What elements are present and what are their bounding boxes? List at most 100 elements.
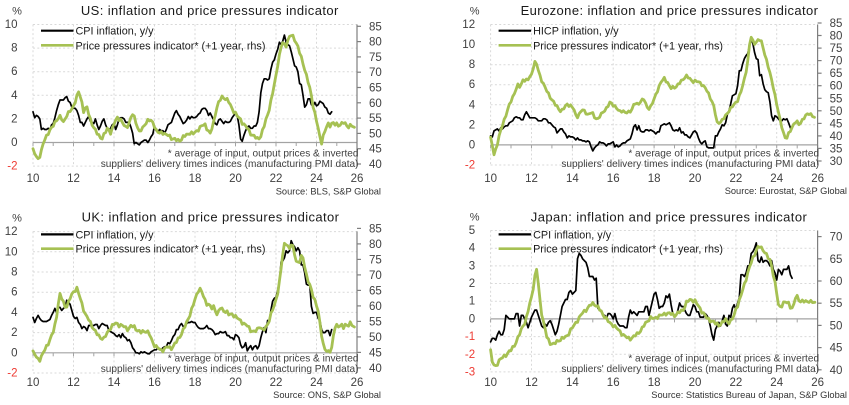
svg-text:1: 1 <box>469 296 475 308</box>
svg-text:suppliers' delivery times indi: suppliers' delivery times indices (manuf… <box>561 159 819 170</box>
svg-text:85: 85 <box>830 18 843 30</box>
svg-text:Price pressures indicator* (+1: Price pressures indicator* (+1 year, rhs… <box>76 40 266 52</box>
svg-text:3: 3 <box>469 260 475 272</box>
svg-text:24: 24 <box>310 173 323 185</box>
svg-text:14: 14 <box>566 377 579 389</box>
svg-text:suppliers' delivery times indi: suppliers' delivery times indices (manuf… <box>101 159 359 170</box>
svg-text:* average of input, output pri: * average of input, output prices & inve… <box>168 148 359 159</box>
svg-text:40: 40 <box>369 159 382 171</box>
svg-text:0: 0 <box>469 313 475 325</box>
svg-text:18: 18 <box>648 173 661 185</box>
svg-text:CPI inflation, y/y: CPI inflation, y/y <box>533 229 612 241</box>
svg-text:50: 50 <box>369 332 382 344</box>
svg-text:65: 65 <box>830 68 843 80</box>
svg-text:%: % <box>12 6 22 18</box>
svg-text:2: 2 <box>469 119 475 131</box>
svg-text:45: 45 <box>830 118 843 130</box>
svg-text:6: 6 <box>469 79 475 91</box>
svg-text:0: 0 <box>469 139 475 151</box>
svg-text:2: 2 <box>11 113 17 125</box>
svg-text:40: 40 <box>369 363 382 375</box>
svg-text:Price pressures indicator* (+1: Price pressures indicator* (+1 year, rhs… <box>533 40 723 52</box>
svg-text:10: 10 <box>27 173 40 185</box>
svg-text:55: 55 <box>369 113 382 125</box>
svg-text:* average of input, output pri: * average of input, output prices & inve… <box>628 353 819 364</box>
svg-text:50: 50 <box>369 128 382 140</box>
svg-text:22: 22 <box>270 377 283 389</box>
svg-text:8: 8 <box>469 59 475 71</box>
svg-text:%: % <box>12 212 22 224</box>
svg-text:12: 12 <box>462 19 475 31</box>
svg-text:-3: -3 <box>465 366 475 378</box>
svg-text:26: 26 <box>811 377 824 389</box>
svg-text:-1: -1 <box>465 331 475 343</box>
svg-text:18: 18 <box>189 173 202 185</box>
svg-text:75: 75 <box>830 43 843 55</box>
svg-text:0: 0 <box>11 347 17 359</box>
svg-text:45: 45 <box>369 144 382 156</box>
svg-text:5: 5 <box>469 225 475 237</box>
svg-text:26: 26 <box>351 377 364 389</box>
svg-text:-2: -2 <box>7 368 17 380</box>
svg-text:Source: Statistics Bureau of J: Source: Statistics Bureau of Japan, S&P … <box>651 390 847 400</box>
svg-text:Eurozone: inflation and price: Eurozone: inflation and price pressures … <box>521 3 819 18</box>
svg-text:20: 20 <box>689 173 702 185</box>
svg-text:65: 65 <box>369 285 382 297</box>
svg-text:75: 75 <box>369 52 382 64</box>
svg-text:6: 6 <box>11 66 17 78</box>
svg-text:40: 40 <box>830 365 843 377</box>
svg-text:8: 8 <box>11 267 17 279</box>
svg-text:US: inflation and price pressu: US: inflation and price pressures indica… <box>81 3 339 18</box>
svg-text:80: 80 <box>369 239 382 251</box>
svg-text:4: 4 <box>469 99 476 111</box>
svg-text:55: 55 <box>830 93 843 105</box>
svg-text:65: 65 <box>369 83 382 95</box>
svg-text:12: 12 <box>67 377 80 389</box>
svg-text:2: 2 <box>11 327 17 339</box>
svg-text:16: 16 <box>148 377 161 389</box>
svg-text:26: 26 <box>351 173 364 185</box>
svg-text:10: 10 <box>462 39 475 51</box>
svg-text:Price pressures indicator* (+1: Price pressures indicator* (+1 year, rhs… <box>76 244 266 256</box>
svg-text:40: 40 <box>830 131 843 143</box>
svg-text:55: 55 <box>830 298 843 310</box>
svg-text:60: 60 <box>369 301 382 313</box>
svg-text:Source: Eurostat, S&P Global: Source: Eurostat, S&P Global <box>725 186 847 196</box>
svg-text:10: 10 <box>5 246 18 258</box>
svg-text:85: 85 <box>369 223 382 235</box>
svg-text:-2: -2 <box>7 161 17 173</box>
svg-text:60: 60 <box>830 81 843 93</box>
svg-text:16: 16 <box>607 377 620 389</box>
svg-text:75: 75 <box>369 254 382 266</box>
svg-text:22: 22 <box>730 173 743 185</box>
svg-text:20: 20 <box>229 173 242 185</box>
svg-text:30: 30 <box>830 156 843 168</box>
svg-text:22: 22 <box>270 173 283 185</box>
svg-text:4: 4 <box>11 307 18 319</box>
svg-text:45: 45 <box>830 343 843 355</box>
svg-text:80: 80 <box>830 31 843 43</box>
svg-text:70: 70 <box>369 270 382 282</box>
svg-text:12: 12 <box>5 226 18 238</box>
svg-text:UK: inflation and price pressu: UK: inflation and price pressures indica… <box>82 210 340 225</box>
svg-text:HICP inflation, y/y: HICP inflation, y/y <box>533 26 619 38</box>
svg-text:%: % <box>470 212 480 224</box>
svg-text:-2: -2 <box>465 349 475 361</box>
svg-text:12: 12 <box>525 173 538 185</box>
svg-text:%: % <box>470 6 480 18</box>
svg-text:14: 14 <box>108 173 121 185</box>
svg-text:65: 65 <box>830 254 843 266</box>
svg-text:24: 24 <box>310 377 323 389</box>
svg-text:16: 16 <box>607 173 620 185</box>
svg-text:10: 10 <box>27 377 40 389</box>
svg-text:35: 35 <box>830 143 843 155</box>
svg-text:4: 4 <box>11 90 18 102</box>
svg-text:* average of input, output pri: * average of input, output prices & inve… <box>168 353 359 364</box>
svg-text:45: 45 <box>369 347 382 359</box>
svg-text:80: 80 <box>369 37 382 49</box>
svg-text:CPI inflation, y/y: CPI inflation, y/y <box>76 26 155 38</box>
svg-text:12: 12 <box>525 377 538 389</box>
svg-text:50: 50 <box>830 320 843 332</box>
svg-text:Source: BLS, S&P Global: Source: BLS, S&P Global <box>276 187 381 197</box>
svg-text:Japan: inflation and price pre: Japan: inflation and price pressures ind… <box>531 210 808 225</box>
